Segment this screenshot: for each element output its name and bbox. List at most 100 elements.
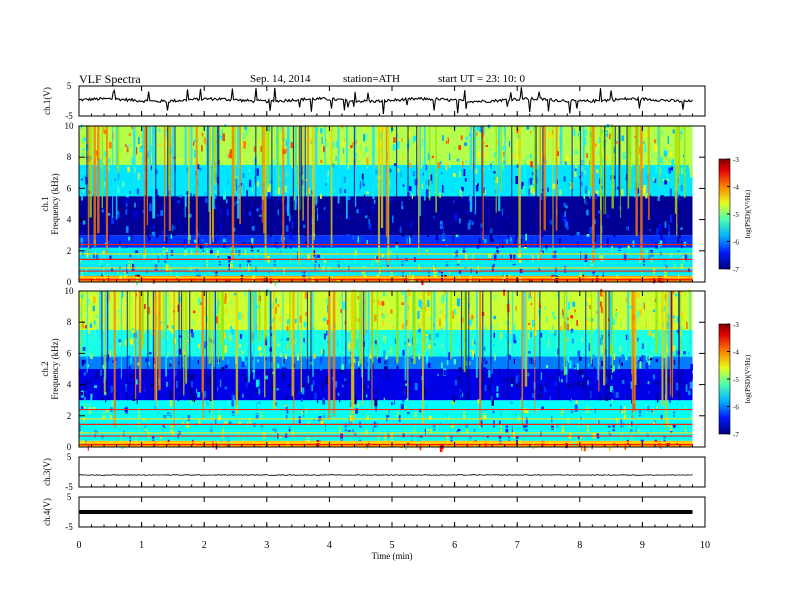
ch2-spectrogram-streak	[235, 291, 239, 414]
ch1-spectrogram-cell	[248, 168, 251, 173]
ch1-spectrogram-cell	[242, 172, 245, 179]
ch1-spectrogram-cell	[177, 273, 181, 279]
ch2-spectrogram-cell	[228, 334, 232, 342]
ch1-spectrogram-cell	[684, 253, 688, 261]
ch1-spectrogram-streak	[216, 126, 218, 174]
ch1-spectrogram-cell	[343, 205, 345, 212]
ch2-spectrogram-cell	[437, 373, 439, 377]
ch2-spectrogram-cell	[440, 368, 443, 374]
ch2-spectrogram-cell	[414, 310, 418, 316]
ch2-spectrogram-cell	[87, 299, 90, 306]
ch2-spectrogram-cell	[406, 442, 410, 446]
ch1-spectrogram-cell	[244, 248, 247, 256]
ch2-spectrogram-cell	[314, 410, 317, 413]
ch2-spectrogram-cell	[241, 354, 245, 362]
ch2-spectrogram-cell	[419, 334, 423, 341]
ch1-spectrogram-cell	[615, 140, 618, 144]
ch1-spectrogram-cell	[501, 208, 504, 216]
ch1-spectrogram-streak	[302, 126, 304, 221]
ch2-spectrogram-cell	[594, 366, 596, 372]
ch1-spectrogram-cell	[119, 213, 123, 217]
ch2-spectrogram-cell	[320, 418, 324, 425]
ch1-spectrogram-dark-streak	[604, 126, 606, 236]
ch2-spectrogram-cell	[601, 292, 604, 297]
ch2-spectrogram-cell	[233, 292, 237, 296]
ch1-spectrogram-cell	[644, 241, 647, 246]
ch2-spectrogram-cell	[554, 381, 557, 387]
ch1-spectrogram-streak	[552, 126, 554, 256]
ch1-spectrogram-cell	[327, 175, 329, 183]
ch1-spectrogram-cell	[587, 189, 590, 197]
ch1-spectrogram-cell	[138, 197, 141, 205]
ch2-spectrogram-cell	[629, 421, 632, 429]
ch1-spectrogram-cell	[314, 221, 317, 229]
ch1-spectrogram-cell	[86, 252, 89, 258]
ch1-spectrogram-cell	[137, 172, 140, 180]
ch2-spectrogram-cell	[655, 392, 659, 396]
ch1-spectrogram-cell	[102, 269, 105, 276]
ch1-spectrogram-cell	[189, 234, 191, 240]
ch1-spectrogram-cell	[179, 194, 183, 198]
ch1-spectrogram-cell	[356, 209, 359, 214]
ch1-spectrogram-cell	[432, 130, 436, 134]
ch2-spectrogram-cell	[540, 431, 542, 437]
ch2-spectrogram-cell	[465, 424, 469, 429]
ch1-spectrogram-cell	[137, 137, 140, 144]
ch2-spectrogram-cell	[82, 320, 84, 329]
ch2-spectrogram-cell	[652, 374, 656, 380]
ch2-spectrogram-cell	[451, 401, 455, 405]
ch1-spectrogram-cell	[338, 208, 342, 212]
ch1-spectrogram-cell	[189, 265, 192, 272]
ch1-spectrogram-cell	[515, 176, 519, 185]
ch2-spectrogram-cell	[389, 353, 392, 356]
ch1-spectrogram-cell	[513, 214, 516, 222]
ch2-spectrogram-cell	[119, 368, 121, 373]
ch1-spectrogram-cell	[100, 159, 103, 167]
ch1-spectrogram-cell	[273, 159, 275, 167]
ch2-spectrogram-cell	[428, 362, 431, 368]
ch1-spectrogram-streak	[133, 126, 136, 186]
ch1-spectrogram-cell	[490, 163, 492, 169]
ch1-spectrogram-cell	[108, 141, 112, 149]
ch2-spectrogram-cell	[680, 290, 683, 293]
ch2-spectrogram-cell	[630, 429, 633, 433]
ch1-spectrogram-cell	[339, 187, 342, 194]
ch2-spectrogram-cell	[641, 301, 644, 307]
ch2-spectrogram-cell	[606, 386, 609, 389]
ch1-spectrogram-cell	[425, 179, 428, 185]
ch2-spectrogram-cell	[451, 320, 455, 323]
ch2-spectrogram-streak	[113, 291, 116, 428]
ch2-spectrogram-cell	[570, 398, 572, 403]
ch1-spectrogram-cell	[362, 183, 365, 187]
ch1-spectrogram-cell	[408, 186, 412, 192]
ch2-spectrogram-cell	[256, 402, 258, 411]
ch1-spectrogram-cell	[80, 237, 84, 243]
ch2-spectrogram-cell	[240, 316, 244, 323]
ch2-spectrogram-cell	[145, 358, 147, 363]
ch2-spectrogram-cell	[493, 332, 495, 338]
ch1-spectrogram-cell	[323, 146, 325, 153]
ch1-spectrogram-cell	[477, 151, 480, 158]
ch2-spectrogram-cell	[107, 354, 110, 361]
ch1-spectrogram-cell	[477, 183, 480, 186]
ch1-spectrogram-streak	[307, 126, 309, 248]
ch1-spectrogram-cell	[680, 185, 683, 192]
ch2-spectrogram-cell	[169, 363, 172, 367]
ch1-spectrogram-cell	[394, 197, 398, 202]
ch1-spectrogram-cell	[82, 189, 85, 193]
ch1-spectrogram-cell	[275, 189, 277, 195]
ch2-spectrogram-cell	[569, 360, 572, 369]
ch1-spectrogram-cell	[198, 272, 201, 278]
ch1-spectrogram-cell	[408, 127, 411, 131]
ch1-spectrogram-cell	[584, 198, 586, 204]
ch2-spectrogram-cell	[428, 415, 432, 420]
ch2-spectrogram-cell	[347, 329, 350, 332]
ch1-spectrogram-cell	[323, 206, 326, 211]
ch2-spectrogram-streak	[566, 291, 568, 383]
ch2-spectrogram-cell	[469, 361, 471, 366]
ch1-spectrogram-cell	[656, 175, 658, 179]
ch2-spectrogram-cell	[286, 325, 289, 332]
ch2-spectrogram-cell	[179, 296, 182, 302]
ch1-spectrogram-cell	[396, 141, 400, 149]
ch2-spectrogram-streak	[213, 291, 216, 367]
